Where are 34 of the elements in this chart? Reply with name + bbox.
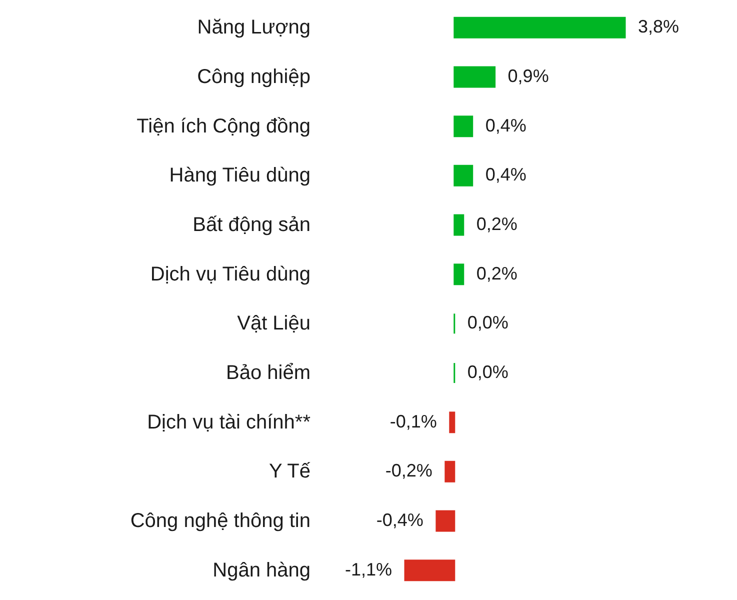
y-tick-label: Ngân hàng xyxy=(212,559,310,582)
bar xyxy=(444,460,456,482)
data-label: -0,1% xyxy=(390,411,437,432)
data-label: 3,8% xyxy=(638,16,680,37)
y-tick-label: Dịch vụ tài chính** xyxy=(147,411,311,434)
data-label: 0,0% xyxy=(467,362,508,382)
bar xyxy=(454,164,474,186)
y-tick-label: Công nghệ thông tin xyxy=(130,510,310,532)
data-label: 0,2% xyxy=(476,263,518,284)
data-label: 0,2% xyxy=(476,214,518,234)
y-tick-label: Y Tế xyxy=(268,460,310,483)
bar xyxy=(454,116,474,138)
data-label: -0,2% xyxy=(385,460,432,481)
y-tick-label: Bất động sản xyxy=(192,214,310,236)
y-tick-label: Vật Liệu xyxy=(237,312,310,335)
bar xyxy=(404,560,456,582)
data-label: 0,0% xyxy=(467,312,508,333)
y-tick-label: Tiện ích Cộng đồng xyxy=(136,115,310,138)
y-tick-label: Hàng Tiêu dùng xyxy=(169,164,310,187)
bar xyxy=(454,264,464,286)
bar xyxy=(454,16,626,38)
bar xyxy=(454,66,496,88)
y-tick-label: Năng Lượng xyxy=(197,16,310,39)
data-label: -1,1% xyxy=(344,559,392,580)
data-label: -0,4% xyxy=(376,510,424,530)
y-tick-label: Bảo hiểm xyxy=(226,362,310,384)
bar xyxy=(449,412,456,434)
y-tick-label: Dịch vụ Tiêu dùng xyxy=(150,263,310,286)
data-label: 0,4% xyxy=(485,115,526,136)
bar xyxy=(454,214,464,236)
data-label: 0,9% xyxy=(508,66,549,86)
bar xyxy=(436,510,456,532)
data-label: 0,4% xyxy=(485,164,526,185)
y-tick-label: Công nghiệp xyxy=(197,66,310,88)
